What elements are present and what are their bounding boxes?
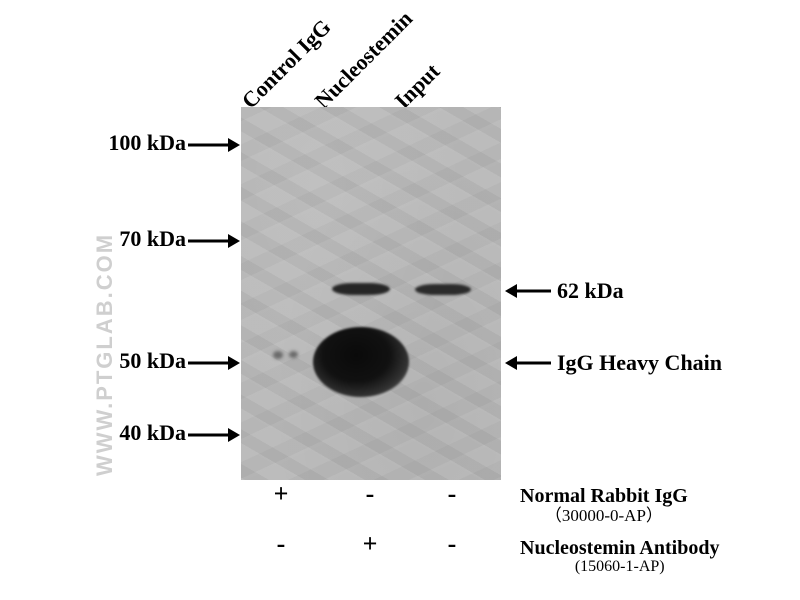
anno-igg-heavy: IgG Heavy Chain: [505, 350, 722, 376]
legend-label-text: Nucleostemin Antibody: [520, 538, 719, 559]
legend-sign: -: [340, 479, 400, 509]
legend-sublabel-text: （30000-0-AP）: [520, 507, 688, 525]
blot-membrane: [241, 107, 501, 480]
mw-text: 50 kDa: [119, 348, 186, 373]
mw-text: 40 kDa: [119, 420, 186, 445]
lane-label-text: Input: [390, 58, 445, 113]
arrow-left-icon: [505, 282, 551, 300]
mw-arrow-70: [188, 232, 240, 250]
figure-container: WWW.PTGLAB.COM Control IgG Nucleostemin …: [0, 0, 800, 600]
legend-label-text: Normal Rabbit IgG: [520, 486, 688, 507]
mw-text: 70 kDa: [119, 226, 186, 251]
arrow-left-icon: [505, 354, 551, 372]
mw-arrow-100: [188, 136, 240, 154]
legend-label-normal-igg: Normal Rabbit IgG （30000-0-AP）: [520, 486, 688, 525]
anno-text: IgG Heavy Chain: [557, 350, 722, 376]
legend-sign: -: [422, 529, 482, 559]
band-62kda-lane2: [332, 283, 390, 295]
legend-sublabel-text: (15060-1-AP): [520, 559, 719, 576]
lane-label-input: Input: [390, 58, 446, 114]
mw-label-100: 100 kDa: [96, 130, 186, 156]
faint-band: [273, 351, 283, 359]
legend-sign: +: [251, 479, 311, 509]
igg-heavy-chain-blob: [313, 327, 409, 397]
mw-label-50: 50 kDa: [96, 348, 186, 374]
legend-sign: +: [340, 529, 400, 559]
mw-label-70: 70 kDa: [96, 226, 186, 252]
mw-arrow-40: [188, 426, 240, 444]
legend-sign: -: [422, 479, 482, 509]
faint-band: [289, 351, 298, 358]
legend-sign: -: [251, 529, 311, 559]
anno-62kda: 62 kDa: [505, 278, 624, 304]
legend-label-nucleostemin-ab: Nucleostemin Antibody (15060-1-AP): [520, 538, 719, 576]
mw-label-40: 40 kDa: [96, 420, 186, 446]
mw-text: 100 kDa: [108, 130, 186, 155]
band-62kda-lane3: [415, 284, 471, 295]
anno-text: 62 kDa: [557, 278, 624, 304]
mw-arrow-50: [188, 354, 240, 372]
